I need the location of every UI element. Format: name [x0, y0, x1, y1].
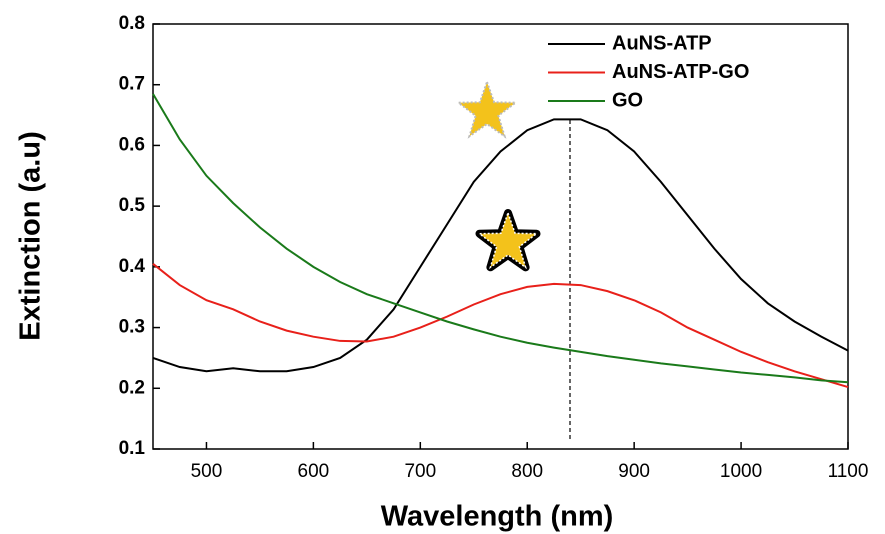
x-tick-label: 800 — [511, 461, 543, 482]
y-tick-label: 0.6 — [119, 134, 145, 155]
x-tick-label: 1100 — [828, 461, 869, 482]
x-tick-label: 700 — [404, 461, 436, 482]
x-axis-label: Wavelength (nm) — [381, 501, 614, 533]
x-tick-label: 500 — [191, 461, 223, 482]
y-tick-label: 0.4 — [119, 256, 146, 277]
y-tick-label: 0.2 — [119, 377, 145, 398]
y-tick-label: 0.7 — [119, 74, 145, 95]
star-icon — [459, 82, 516, 136]
y-tick-label: 0.8 — [119, 13, 145, 34]
legend-label: GO — [612, 89, 643, 111]
legend-label: AuNS-ATP-GO — [612, 61, 749, 83]
y-tick-label: 0.3 — [119, 317, 145, 338]
x-tick-label: 900 — [618, 461, 650, 482]
y-tick-label: 0.5 — [119, 195, 146, 216]
star-icon — [480, 213, 537, 267]
x-tick-label: 600 — [298, 461, 330, 482]
chart: Wavelength (nm) Extinction (a.u) 0.1 0.2 0… — [0, 0, 885, 534]
y-tick-label: 0.1 — [119, 438, 146, 459]
y-axis-label: Extinction (a.u) — [15, 131, 47, 340]
x-tick-label: 1000 — [720, 461, 762, 482]
legend-label: AuNS-ATP — [612, 32, 712, 54]
